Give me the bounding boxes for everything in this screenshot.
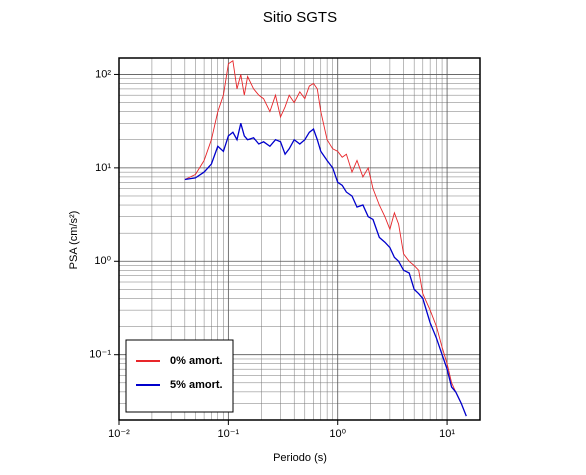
y-tick-label: 10⁰ <box>94 255 111 267</box>
y-tick-label: 10² <box>95 68 111 80</box>
y-tick-label: 10¹ <box>95 162 111 174</box>
legend-label: 5% amort. <box>170 379 223 391</box>
chart-title: Sitio SGTS <box>263 9 337 26</box>
x-tick-label: 10¹ <box>439 428 455 440</box>
series-line <box>184 123 467 417</box>
legend-box <box>125 339 234 413</box>
legend-label: 0% amort. <box>170 355 223 367</box>
x-tick-label: 10⁰ <box>329 428 346 440</box>
x-tick-label: 10⁻² <box>108 428 130 440</box>
plot-frame <box>118 57 481 421</box>
y-tick-label: 10⁻¹ <box>89 349 111 361</box>
x-tick-label: 10⁻¹ <box>218 428 240 440</box>
y-axis-label: PSA (cm/s²) <box>68 211 80 270</box>
series-line <box>184 60 462 404</box>
x-axis-label: Periodo (s) <box>273 452 327 464</box>
